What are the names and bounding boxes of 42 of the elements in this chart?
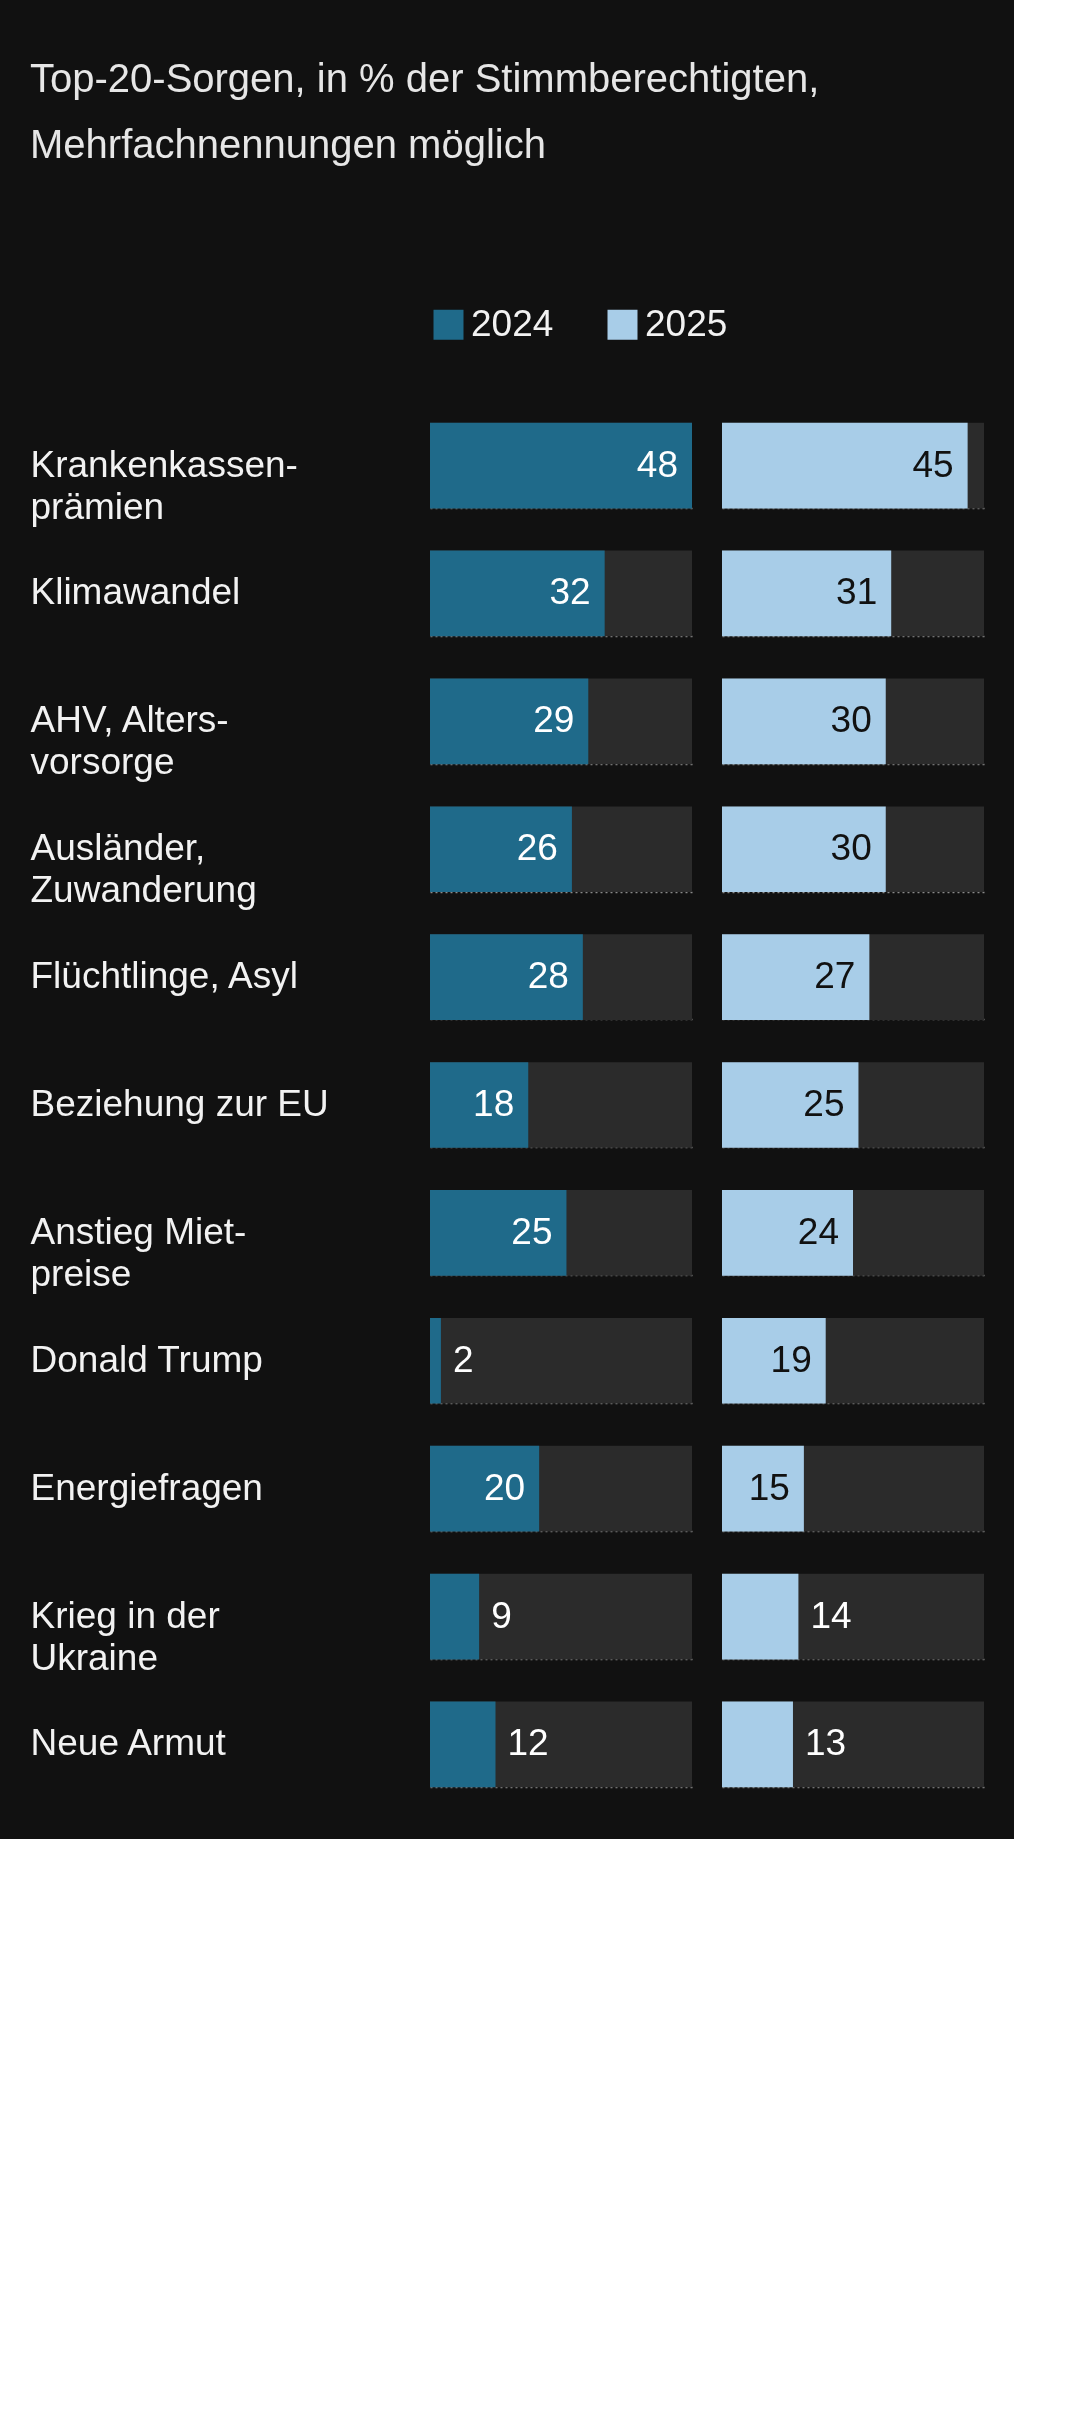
data-label: 20 [484,1466,526,1508]
bar [722,1701,793,1788]
y-tick-label: Krankenkassen- prämien [30,443,298,527]
data-label: 25 [511,1210,553,1252]
chart-title: Top-20-Sorgen, in % der Stimmberechtigten, Mehrfachnennungen möglich [30,56,820,166]
data-label: 14 [810,1594,852,1636]
data-label: 32 [549,571,591,613]
data-label: 24 [797,1210,839,1252]
y-tick-label: Klimawandel [30,571,241,613]
data-label: 25 [803,1083,845,1124]
data-label: 28 [527,955,569,997]
data-label: 45 [912,443,954,485]
bar [722,1573,799,1660]
data-label: 12 [507,1722,549,1764]
data-label: 29 [533,699,575,741]
data-label: 30 [830,699,872,741]
data-label: 19 [770,1338,812,1380]
y-tick-label: Flüchtlinge, Asyl [30,955,298,997]
data-label: 30 [830,827,872,869]
y-tick-label: Ausländer, Zuwanderung [30,827,257,911]
data-label: 18 [473,1083,515,1124]
data-label: 27 [814,955,856,997]
bar [430,1573,480,1660]
data-label: 9 [491,1594,512,1636]
y-tick-label: Donald Trump [30,1338,263,1380]
legend-label: 2024 [471,302,554,344]
bar [430,1701,496,1788]
data-label: 15 [748,1466,790,1508]
data-label: 2 [452,1338,474,1380]
y-tick-label: Energiefragen [30,1466,263,1508]
bar [430,1317,441,1404]
data-label: 31 [836,571,878,613]
y-tick-label: Beziehung zur EU [30,1083,329,1124]
data-label: 13 [804,1722,847,1764]
y-tick-label: AHV, Alters- vorsorge [30,699,229,783]
data-label: 26 [516,827,558,869]
data-label: 48 [636,443,678,485]
legend-label: 2025 [645,302,728,344]
y-tick-label: Krieg in der Ukraine [30,1594,220,1678]
y-tick-label: Neue Armut [30,1722,227,1764]
bar [722,1445,804,1532]
y-tick-label: Anstieg Miet- preise [30,1210,247,1294]
